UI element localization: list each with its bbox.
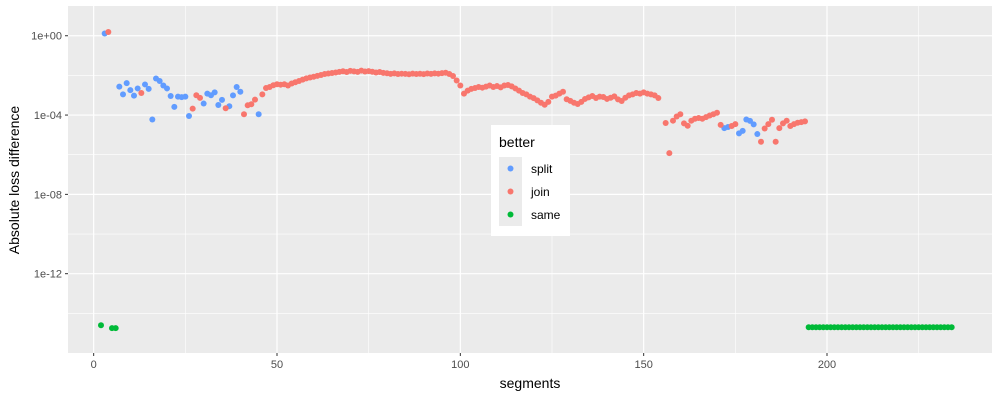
data-point-join: [802, 118, 808, 125]
data-point-split: [127, 87, 134, 94]
data-point-split: [230, 92, 236, 99]
data-point-split: [142, 81, 148, 88]
data-point-split: [164, 85, 170, 92]
y-tick-label: 1e-04: [34, 110, 62, 122]
data-point-split: [134, 85, 141, 92]
data-point-join: [714, 109, 720, 116]
x-tick-label: 0: [91, 359, 97, 371]
data-point-same: [98, 322, 104, 329]
data-point-split: [156, 78, 163, 85]
major-grid: [68, 6, 992, 353]
data-point-join: [761, 125, 768, 132]
legend-label-same: same: [531, 208, 561, 222]
data-point-join: [222, 105, 229, 112]
data-point-split: [167, 92, 174, 99]
data-point-join: [248, 101, 255, 108]
y-tick-label: 1e-12: [34, 269, 62, 281]
y-tick-label: 1e-08: [34, 189, 62, 201]
data-point-split: [219, 96, 225, 103]
data-point-split: [750, 121, 757, 128]
data-point-join: [758, 138, 764, 145]
x-tick-label: 50: [271, 359, 283, 371]
data-points: [98, 28, 955, 332]
data-point-join: [684, 122, 691, 129]
legend-label-join: join: [530, 185, 550, 199]
x-tick-label: 100: [451, 359, 469, 371]
data-point-join: [545, 98, 552, 105]
data-point-join: [783, 117, 790, 124]
data-point-split: [754, 131, 761, 138]
data-point-split: [237, 88, 244, 95]
data-point-split: [186, 112, 192, 119]
data-point-split: [149, 116, 156, 123]
data-point-join: [241, 111, 247, 118]
data-point-split: [739, 127, 746, 134]
data-point-same: [112, 325, 119, 332]
data-point-split: [120, 91, 126, 98]
data-point-split: [255, 111, 262, 118]
legend-label-split: split: [531, 162, 553, 176]
legend-key-same: [507, 211, 514, 218]
data-point-join: [197, 94, 203, 101]
x-tick-label: 200: [818, 359, 836, 371]
data-point-join: [732, 121, 739, 128]
data-point-join: [453, 77, 460, 84]
data-point-join: [670, 117, 676, 124]
data-point-split: [200, 100, 207, 107]
legend-key-split: [507, 165, 514, 172]
legend-key-join: [507, 188, 514, 195]
data-point-split: [131, 92, 137, 99]
x-axis-title: segments: [500, 375, 561, 391]
x-tick-label: 150: [634, 359, 652, 371]
data-point-join: [450, 73, 456, 80]
data-point-join: [252, 96, 258, 103]
data-point-join: [560, 88, 566, 95]
data-point-split: [211, 89, 218, 96]
y-axis-title: Absolute loss difference: [6, 106, 22, 255]
data-point-join: [772, 138, 779, 145]
data-point-split: [215, 102, 222, 109]
data-point-same: [948, 324, 955, 331]
data-point-split: [233, 84, 240, 90]
data-point-join: [138, 89, 145, 96]
legend-title: better: [499, 134, 535, 150]
data-point-join: [655, 95, 662, 102]
data-point-split: [123, 80, 130, 87]
data-point-join: [666, 150, 673, 157]
data-point-split: [171, 103, 178, 110]
data-point-join: [677, 111, 684, 118]
data-point-split: [145, 85, 152, 92]
data-point-join: [105, 28, 112, 35]
data-point-join: [189, 105, 196, 112]
data-point-split: [116, 83, 123, 90]
legend: better split join same: [491, 125, 570, 236]
y-axis: 1e+00 1e-04 1e-08 1e-12: [31, 31, 68, 281]
data-point-join: [765, 121, 772, 128]
data-point-join: [717, 121, 724, 128]
data-point-join: [776, 125, 783, 132]
data-point-split: [182, 93, 189, 100]
y-tick-label: 1e+00: [31, 31, 62, 43]
data-point-join: [769, 116, 775, 123]
data-point-join: [662, 119, 669, 126]
x-axis: 0 50 100 150 200: [91, 353, 836, 371]
data-point-join: [457, 82, 464, 89]
data-point-join: [259, 91, 266, 98]
